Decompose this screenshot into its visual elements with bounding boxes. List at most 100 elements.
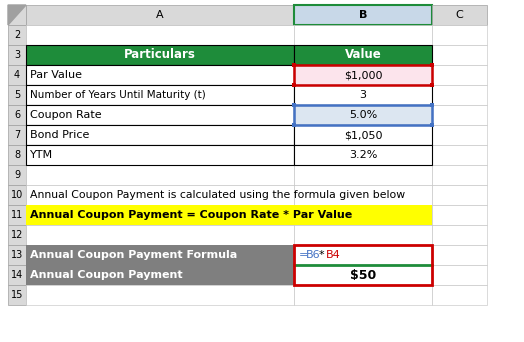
Text: Annual Coupon Payment: Annual Coupon Payment — [30, 270, 183, 280]
Bar — [26, 125, 294, 145]
Text: Par Value: Par Value — [30, 70, 82, 80]
Bar — [432, 25, 487, 45]
Bar — [26, 205, 294, 225]
Bar — [430, 123, 434, 127]
Bar — [26, 205, 432, 225]
Bar — [294, 65, 432, 85]
Bar — [26, 245, 294, 265]
Bar — [26, 5, 294, 25]
Text: 6: 6 — [14, 110, 20, 120]
Bar — [292, 83, 296, 87]
Bar — [294, 5, 432, 25]
Text: Value: Value — [345, 49, 381, 62]
Bar — [8, 85, 26, 105]
Bar — [8, 185, 26, 205]
Bar — [294, 105, 432, 125]
Bar — [294, 105, 432, 125]
Text: Annual Coupon Payment = Coupon Rate * Par Value: Annual Coupon Payment = Coupon Rate * Pa… — [30, 210, 352, 220]
Bar — [8, 125, 26, 145]
Text: 9: 9 — [14, 170, 20, 180]
Bar — [294, 245, 432, 265]
Bar — [430, 103, 434, 107]
Text: 14: 14 — [11, 270, 23, 280]
Text: B: B — [359, 10, 367, 20]
Bar — [294, 105, 432, 125]
Text: Annual Coupon Payment Formula: Annual Coupon Payment Formula — [30, 250, 237, 260]
Bar — [26, 25, 294, 45]
Text: $50: $50 — [350, 268, 376, 281]
Text: 5.0%: 5.0% — [349, 110, 377, 120]
Bar — [26, 105, 294, 125]
Text: B4: B4 — [326, 250, 341, 260]
Bar — [432, 245, 487, 265]
Bar — [294, 25, 432, 45]
Bar — [294, 245, 432, 285]
Bar — [294, 265, 432, 285]
Bar — [432, 105, 487, 125]
Bar — [8, 165, 26, 185]
Text: 11: 11 — [11, 210, 23, 220]
Bar — [26, 45, 294, 65]
Bar — [294, 145, 432, 165]
Bar — [294, 65, 432, 85]
Bar — [294, 125, 432, 145]
Bar — [292, 123, 296, 127]
Bar — [432, 205, 487, 225]
Bar — [294, 45, 432, 65]
Bar — [26, 165, 294, 185]
Bar — [294, 205, 432, 225]
Bar — [26, 225, 294, 245]
Text: YTM: YTM — [30, 150, 53, 160]
Text: B6: B6 — [306, 250, 321, 260]
Bar — [26, 285, 294, 305]
Bar — [294, 265, 432, 285]
Bar — [294, 185, 432, 205]
Bar — [294, 245, 432, 265]
Text: Number of Years Until Maturity (t): Number of Years Until Maturity (t) — [30, 90, 206, 100]
Bar — [26, 125, 294, 145]
Text: =: = — [299, 250, 309, 260]
Bar — [294, 85, 432, 105]
Bar — [432, 185, 487, 205]
Bar — [26, 245, 294, 265]
Text: *: * — [319, 250, 325, 260]
Bar — [26, 65, 294, 85]
Bar — [294, 165, 432, 185]
Polygon shape — [8, 5, 26, 25]
Text: 2: 2 — [14, 30, 20, 40]
Bar — [294, 285, 432, 305]
Bar — [8, 5, 26, 25]
Bar — [432, 125, 487, 145]
Text: $1,050: $1,050 — [344, 130, 382, 140]
Text: A: A — [156, 10, 164, 20]
Text: 10: 10 — [11, 190, 23, 200]
Bar — [8, 65, 26, 85]
Bar — [8, 25, 26, 45]
Text: 3: 3 — [14, 50, 20, 60]
Bar — [294, 145, 432, 165]
Bar — [432, 45, 487, 65]
Text: Coupon Rate: Coupon Rate — [30, 110, 102, 120]
Bar — [430, 63, 434, 67]
Text: 5: 5 — [14, 90, 20, 100]
Bar — [8, 245, 26, 265]
Bar — [294, 85, 432, 105]
Text: $1,000: $1,000 — [344, 70, 382, 80]
Bar — [26, 65, 294, 85]
Bar — [26, 85, 294, 105]
Text: Particulars: Particulars — [124, 49, 196, 62]
Bar — [294, 125, 432, 145]
Bar — [292, 63, 296, 67]
Bar — [432, 265, 487, 285]
Bar — [294, 45, 432, 65]
Text: 13: 13 — [11, 250, 23, 260]
Bar — [8, 145, 26, 165]
Bar — [26, 85, 294, 105]
Bar — [8, 285, 26, 305]
Text: Bond Price: Bond Price — [30, 130, 90, 140]
Bar — [26, 145, 294, 165]
Bar — [8, 225, 26, 245]
Bar — [432, 65, 487, 85]
Text: 7: 7 — [14, 130, 20, 140]
Bar — [430, 83, 434, 87]
